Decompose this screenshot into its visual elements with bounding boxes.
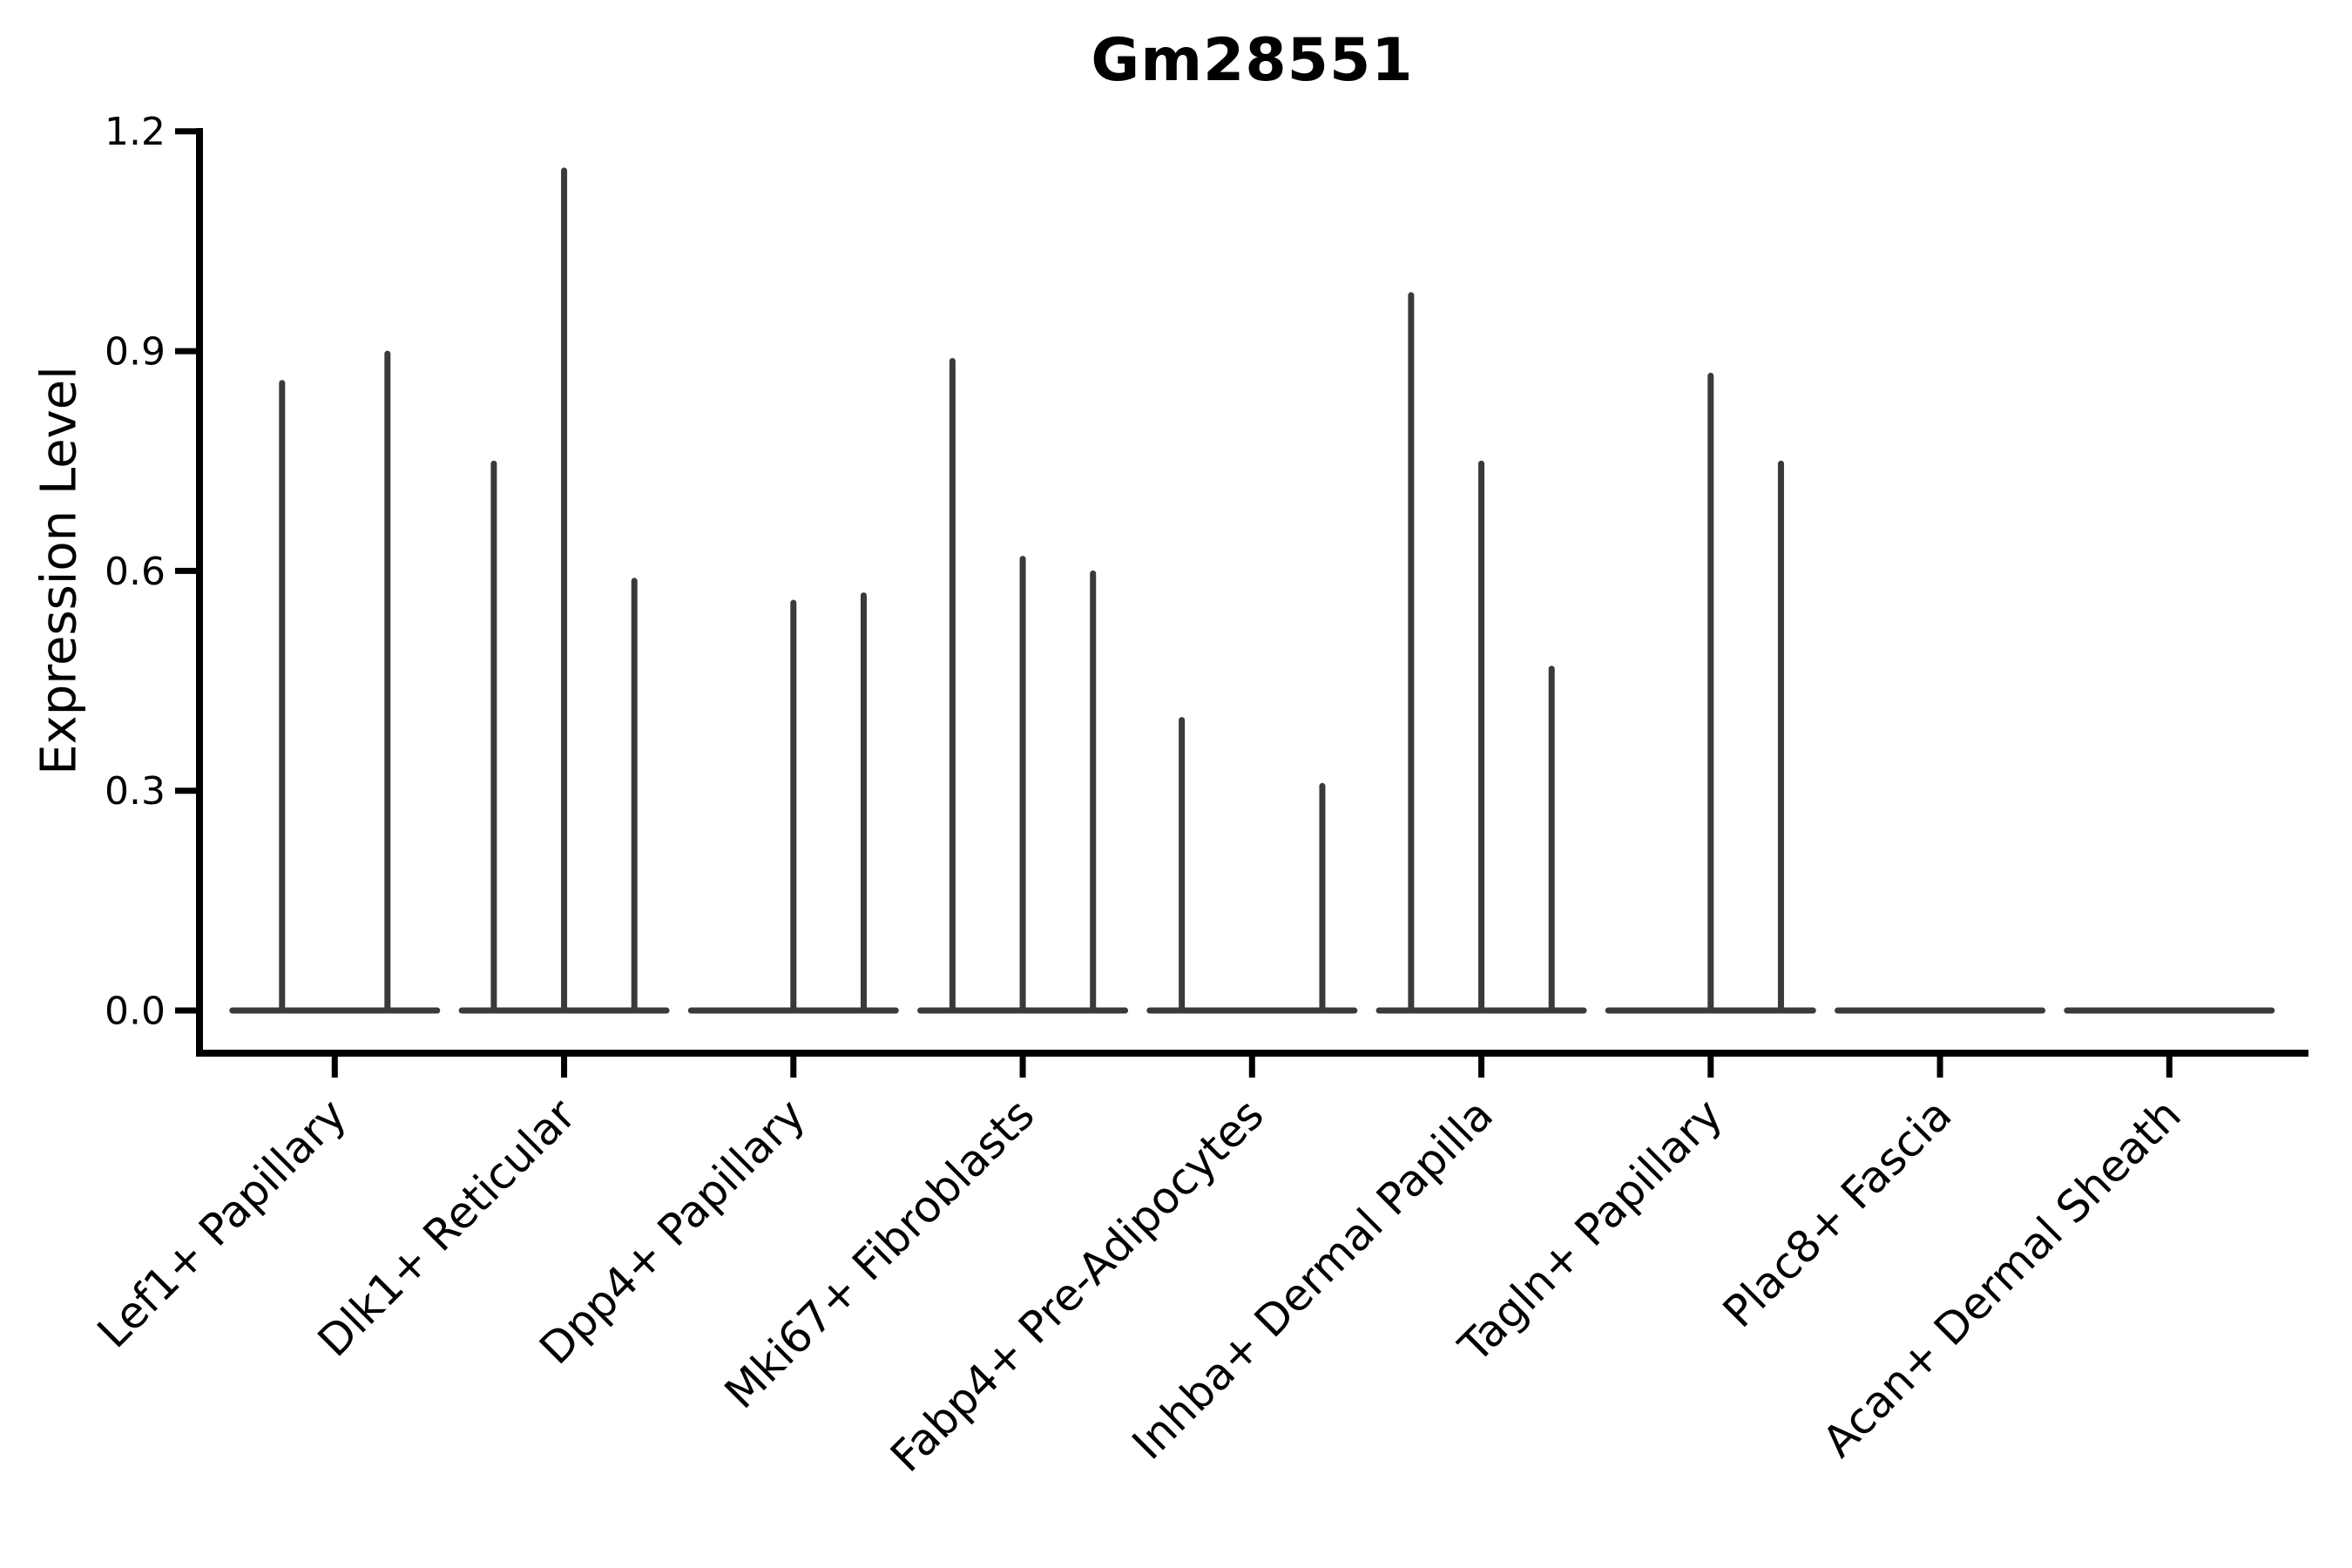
violin-body — [229, 1007, 441, 1014]
y-tick-label: 0.0 — [105, 989, 166, 1033]
y-tick-label: 1.2 — [105, 110, 166, 154]
y-tick-label: 0.6 — [105, 550, 166, 594]
x-category-label: Plac8+ Fascia — [1713, 1089, 1962, 1337]
x-category-label: Fabp4+ Pre-Adipocytes — [881, 1089, 1274, 1482]
violin-body — [2064, 1007, 2275, 1014]
violin-body — [1146, 1007, 1358, 1014]
y-tick-label: 0.9 — [105, 330, 166, 375]
violin-body — [1835, 1007, 2046, 1014]
y-axis-title: Expression Level — [30, 366, 88, 775]
y-tick-label: 0.3 — [105, 769, 166, 814]
x-category-label: Lef1+ Papillary — [88, 1089, 356, 1357]
chart-title: Gm28551 — [1091, 26, 1414, 95]
